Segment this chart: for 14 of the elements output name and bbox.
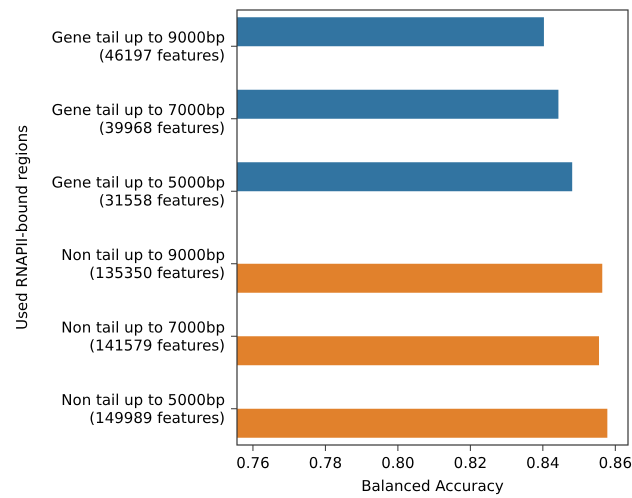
y-tick-label: Gene tail up to 5000bp (31558 features) — [52, 173, 225, 210]
x-axis-title: Balanced Accuracy — [361, 477, 504, 495]
x-tick-label: 0.80 — [381, 454, 415, 472]
x-tick-label: 0.76 — [236, 454, 270, 472]
x-tick-label: 0.78 — [308, 454, 342, 472]
y-tick-label: Gene tail up to 7000bp (39968 features) — [52, 100, 225, 137]
x-tick-label: 0.84 — [526, 454, 560, 472]
y-tick-label: Non tail up to 7000bp (141579 features) — [61, 318, 225, 354]
y-tick-label: Non tail up to 9000bp (135350 features) — [61, 246, 225, 282]
y-tick-label: Gene tail up to 9000bp (46197 features) — [52, 28, 225, 64]
y-tick-label: Non tail up to 5000bp (149989 features) — [61, 390, 225, 427]
x-tick-label: 0.86 — [598, 454, 632, 472]
y-axis-title: Used RNAPII-bound regions — [13, 124, 31, 330]
x-tick-label: 0.82 — [454, 454, 488, 472]
